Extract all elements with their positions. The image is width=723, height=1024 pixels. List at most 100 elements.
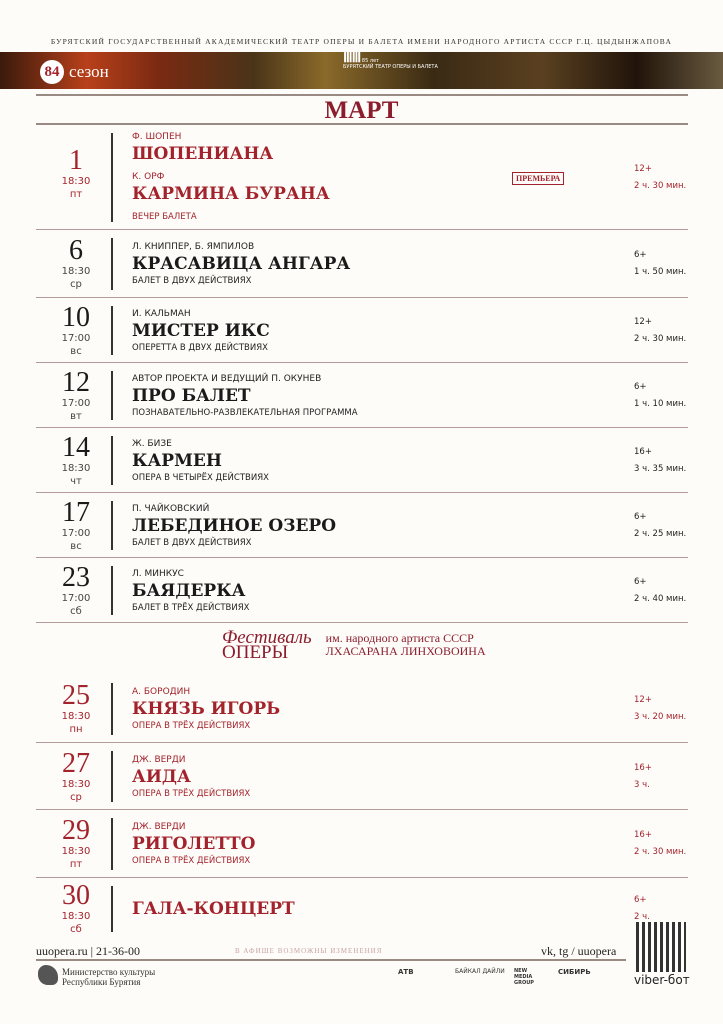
event-row: 10 17:00 вс И. КАЛЬМАН МИСТЕР ИКС ОПЕРЕТТА В …: [36, 298, 688, 363]
changes-note: В АФИШЕ ВОЗМОЖНЫ ИЗМЕНЕНИЯ: [235, 947, 383, 955]
event-info: 12+ 3 ч. 20 мин.: [634, 692, 686, 726]
event-content: И. КАЛЬМАН МИСТЕР ИКС ОПЕРЕТТА В ДВУХ ДЕЙС…: [132, 308, 270, 354]
event-author: АВТОР ПРОЕКТА И ВЕДУЩИЙ П. ОКУНЕВ: [132, 373, 322, 384]
event-day: 6: [69, 235, 83, 266]
event-date: 25 18:30 пн: [36, 682, 116, 736]
event-author: И. КАЛЬМАН: [132, 308, 191, 319]
event-title: ШОПЕНИАНА: [132, 144, 274, 164]
event-row: 23 17:00 сб Л. МИНКУС БАЯДЕРКА БАЛЕТ В ТРЁХ Д…: [36, 558, 688, 623]
event-row: 1 18:30 пт Ф. ШОПЕН ШОПЕНИАНА К. ОРФ КАРМИНА Б…: [36, 125, 688, 230]
event-date: 12 17:00 вт: [36, 366, 116, 423]
event-description: БАЛЕТ В ДВУХ ДЕЙСТВИЯХ: [132, 537, 252, 548]
event-date: 17 17:00 вс: [36, 496, 116, 553]
event-day: 10: [62, 301, 90, 333]
event-duration: 3 ч. 20 мин.: [634, 712, 687, 722]
event-day: 27: [62, 747, 90, 779]
event-date: 23 17:00 сб: [36, 561, 116, 618]
event-day: 12: [62, 366, 90, 398]
event-row: 29 18:30 пт ДЖ. ВЕРДИ РИГОЛЕТТО ОПЕРА В ТРЁХ …: [36, 810, 688, 878]
event-row: 27 18:30 ср ДЖ. ВЕРДИ АИДА ОПЕРА В ТРЁХ ДЕЙСТ…: [36, 743, 688, 810]
event-row: 25 18:30 пн А. БОРОДИН КНЯЗЬ ИГОРЬ ОПЕРА В ТР…: [36, 675, 688, 743]
event-info: 16+ 3 ч.: [634, 760, 652, 794]
event-time: 18:30: [61, 176, 91, 187]
vertical-divider: [111, 566, 113, 615]
event-content: ДЖ. ВЕРДИ РИГОЛЕТТО ОПЕРА В ТРЁХ ДЕЙСТВИЯХ: [132, 821, 256, 867]
event-duration: 2 ч. 25 мин.: [634, 528, 687, 539]
event-content: А. БОРОДИН КНЯЗЬ ИГОРЬ ОПЕРА В ТРЁХ ДЕЙСТВ…: [132, 686, 280, 732]
institution-name: БУРЯТСКИЙ ГОСУДАРСТВЕННЫЙ АКАДЕМИЧЕСКИЙ …: [50, 37, 673, 46]
vertical-divider: [111, 133, 113, 222]
logo-years: 85: [361, 58, 369, 64]
age-rating: 12+: [634, 695, 652, 705]
site-phone[interactable]: uuopera.ru | 21-36-00: [36, 944, 141, 958]
age-rating: 6+: [634, 250, 647, 260]
event-date: 14 18:30 чт: [36, 433, 116, 488]
event-author: П. ЧАЙКОВСКИЙ: [132, 503, 210, 514]
event-description: ПОЗНАВАТЕЛЬНО-РАЗВЛЕКАТЕЛЬНАЯ ПРОГРАММА: [132, 407, 358, 418]
vertical-divider: [111, 818, 113, 870]
divider: [36, 959, 626, 961]
event-info: 6+ 2 ч. 25 мин.: [634, 509, 686, 543]
sponsor-logo: СИБИРЬ: [558, 968, 591, 976]
vertical-divider: [111, 886, 113, 932]
event-description: ОПЕРА В ТРЁХ ДЕЙСТВИЯХ: [132, 721, 251, 731]
event-title: МИСТЕР ИКС: [132, 320, 270, 341]
event-title: КАРМЕН: [132, 450, 222, 471]
event-time: 18:30: [61, 266, 91, 277]
event-duration: 2 ч. 40 мин.: [634, 593, 687, 604]
event-content: Л. КНИППЕР, Б. ЯМПИЛОВ КРАСАВИЦА АНГАРА БА…: [132, 241, 350, 287]
event-weekday: вс: [70, 540, 82, 552]
event-day: 17: [62, 496, 90, 528]
vertical-divider: [111, 683, 113, 735]
event-time: 17:00: [61, 332, 91, 344]
ministry-emblem-icon: [38, 965, 58, 985]
event-info: 12+ 2 ч. 30 мин.: [634, 314, 686, 348]
event-duration: 1 ч. 50 мин.: [634, 267, 687, 277]
event-info: 6+ 2 ч. 40 мин.: [634, 574, 686, 608]
event-description: ОПЕРА В ТРЁХ ДЕЙСТВИЯХ: [132, 788, 251, 799]
event-day: 23: [62, 561, 90, 593]
event-day: 25: [62, 680, 90, 711]
sponsor-logo: АТВ: [398, 968, 414, 976]
event-weekday: сб: [70, 605, 82, 617]
event-author: Ф. ШОПЕН: [132, 132, 182, 142]
social-links[interactable]: vk, tg / uuopera: [541, 944, 617, 958]
vertical-divider: [111, 238, 113, 290]
vertical-divider: [111, 436, 113, 485]
event-time: 18:30: [61, 778, 91, 790]
event-weekday: вт: [70, 410, 82, 422]
vertical-divider: [111, 751, 113, 802]
event-duration: 3 ч. 35 мин.: [634, 463, 687, 474]
event-row: 30 18:30 сб ГАЛА-КОНЦЕРТ 6+ 2 ч.: [36, 878, 688, 940]
season-label: сезон: [69, 62, 109, 81]
page-title: МАРТ: [324, 97, 399, 124]
event-weekday: пт: [69, 859, 83, 870]
event-time: 18:30: [61, 462, 91, 474]
qr-code[interactable]: [636, 922, 686, 972]
theatre-logo: ⅢⅢ 85 лет БУРЯТСКИЙ ТЕАТР ОПЕРЫ И БАЛЕТА: [343, 51, 438, 71]
event-time: 18:30: [61, 911, 91, 922]
age-rating: 16+: [634, 762, 652, 773]
event-author: К. ОРФ: [132, 172, 165, 182]
vertical-divider: [111, 501, 113, 550]
event-title: ГАЛА-КОНЦЕРТ: [132, 899, 295, 919]
sponsor-logo: NEW MEDIA GROUP: [514, 968, 534, 986]
season-badge: 84 сезон: [40, 60, 109, 84]
event-title: КНЯЗЬ ИГОРЬ: [132, 699, 281, 719]
event-duration: 2 ч. 30 мин.: [634, 181, 687, 191]
event-author: Л. КНИППЕР, Б. ЯМПИЛОВ: [132, 242, 255, 252]
event-weekday: чт: [70, 475, 82, 487]
event-duration: 2 ч. 30 мин.: [634, 847, 687, 857]
event-time: 18:30: [61, 711, 91, 722]
event-author: ДЖ. ВЕРДИ: [132, 822, 186, 832]
ministry-line1: Министерство культуры: [62, 967, 156, 977]
festival-sub2: ЛХАСАРАНА ЛИНХОВОИНА: [325, 644, 486, 658]
event-time: 17:00: [61, 527, 91, 539]
event-content: Ф. ШОПЕН ШОПЕНИАНА К. ОРФ КАРМИНА БУРАНА ВЕЧ…: [132, 131, 330, 223]
event-info: 6+ 1 ч. 10 мин.: [634, 379, 686, 413]
event-description: БАЛЕТ В ДВУХ ДЕЙСТВИЯХ: [132, 276, 252, 286]
age-rating: 16+: [634, 830, 652, 840]
event-weekday: пн: [69, 724, 83, 735]
event-content: Ж. БИЗЕ КАРМЕН ОПЕРА В ЧЕТЫРЁХ ДЕЙСТВИЯХ: [132, 438, 269, 484]
header-banner: 84 сезон ⅢⅢ 85 лет БУРЯТСКИЙ ТЕАТР ОПЕРЫ И…: [0, 52, 723, 89]
